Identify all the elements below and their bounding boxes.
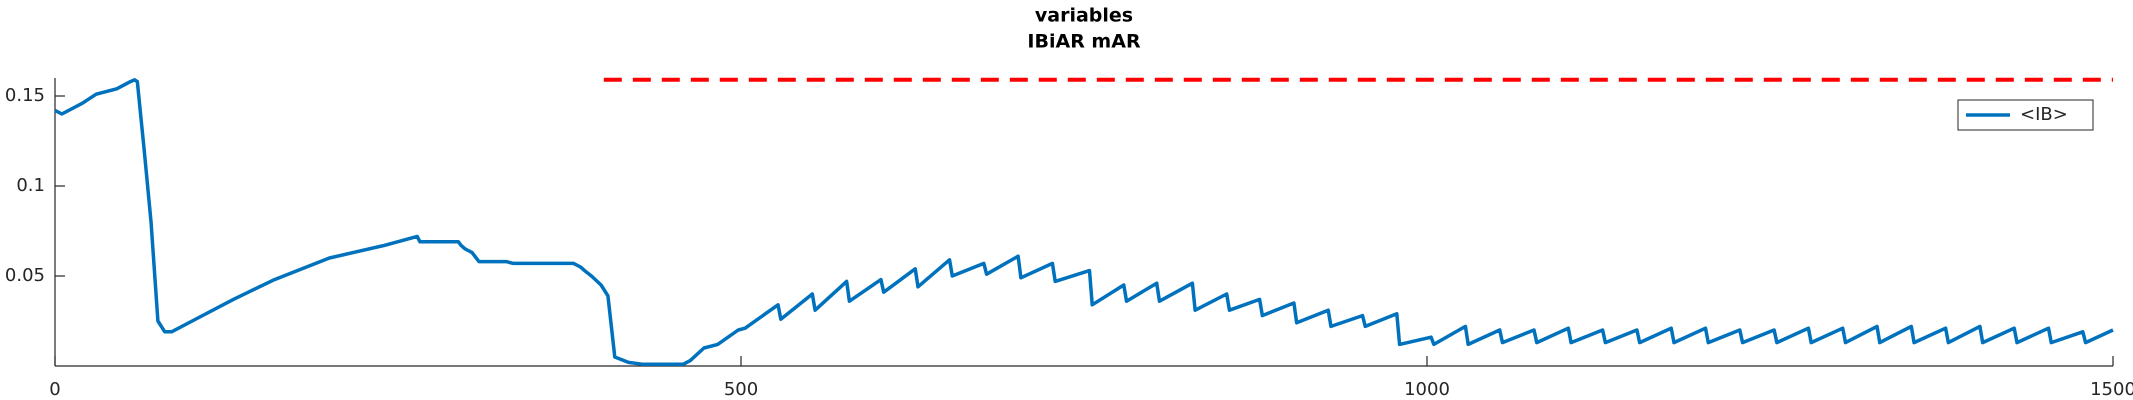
legend: <IB> (1957, 99, 2094, 131)
chart-title: variables (1035, 5, 1133, 27)
legend-label: <IB> (2020, 104, 2068, 125)
chart-subtitle: IBiAR mAR (1027, 31, 1141, 53)
x-tick-label: 1000 (1404, 379, 1450, 400)
x-tick-label: 0 (49, 379, 60, 400)
y-tick-label: 0.15 (5, 85, 45, 106)
x-tick-label: 1500 (2090, 379, 2133, 400)
y-tick-label: 0.05 (5, 265, 45, 286)
data-line (54, 78, 2114, 366)
x-tick-label: 500 (724, 379, 758, 400)
y-tick-label: 0.1 (16, 175, 45, 196)
